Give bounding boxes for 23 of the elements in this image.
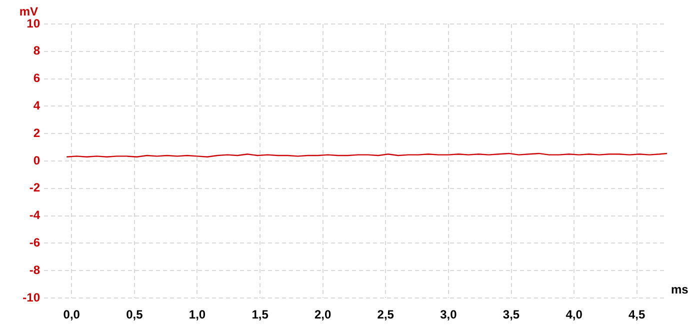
x-axis-title: ms <box>671 282 689 296</box>
y-tick-label: 0 <box>33 153 40 168</box>
y-tick-label: 8 <box>33 44 40 58</box>
x-tick-label: 2,0 <box>314 308 332 322</box>
x-tick-label: 0,0 <box>63 308 80 322</box>
y-tick-label: -4 <box>29 208 40 222</box>
x-tick-label: 1,0 <box>188 308 206 322</box>
y-tick-label: -6 <box>29 236 40 250</box>
x-tick-label: 4,5 <box>628 308 646 322</box>
y-tick-label: -10 <box>22 290 40 304</box>
x-tick-label: 1,5 <box>252 308 269 322</box>
x-tick-label: 3,0 <box>440 308 458 322</box>
y-tick-label: -2 <box>29 180 40 195</box>
x-tick-label: 3,5 <box>502 308 520 322</box>
y-tick-label: 2 <box>33 126 40 140</box>
y-tick-label: 10 <box>26 16 40 30</box>
y-tick-label: 4 <box>33 98 40 113</box>
x-tick-label: 0,5 <box>126 308 144 322</box>
y-tick-label: -8 <box>29 262 40 277</box>
x-tick-label: 2,5 <box>377 308 394 322</box>
y-tick-label: 6 <box>33 71 40 86</box>
x-tick-label: 4,0 <box>566 308 583 322</box>
y-axis-title: mV <box>19 4 38 18</box>
